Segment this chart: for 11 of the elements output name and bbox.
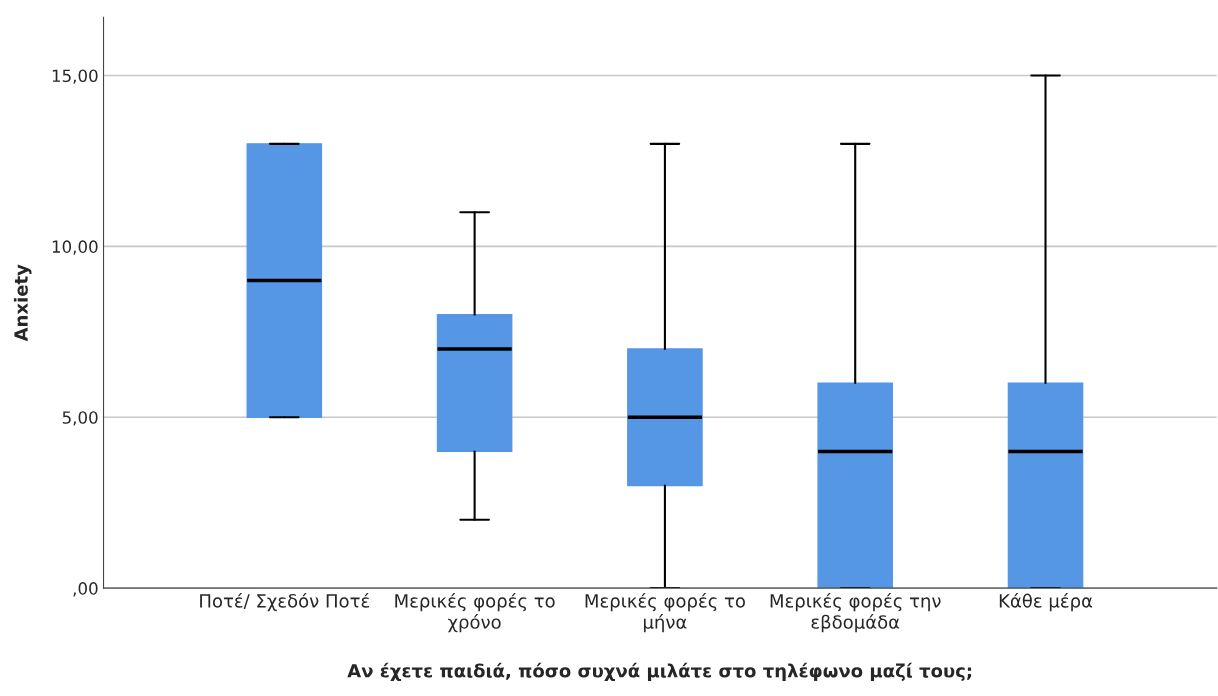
y-axis-title: Anxiety: [13, 264, 32, 342]
y-tick-label: 5,00: [62, 411, 98, 426]
x-tick-label: Μερικές φορές την εβδομάδα: [770, 592, 941, 633]
x-axis-title: Αν έχετε παιδιά, πόσο συχνά μιλάτε στο τηλέφωνο μαζί τους;: [347, 662, 972, 682]
y-tick-label: ,00: [73, 582, 98, 597]
y-tick-label: 10,00: [52, 240, 98, 255]
x-tick-label: Κάθε μέρα: [999, 592, 1093, 612]
x-tick-label: Μερικές φορές το χρόνο: [395, 592, 555, 633]
x-tick-label: Ποτέ/ Σχεδόν Ποτέ: [200, 592, 370, 612]
y-tick-label: 15,00: [52, 69, 98, 84]
x-tick-label: Μερικές φορές το μήνα: [585, 592, 745, 633]
